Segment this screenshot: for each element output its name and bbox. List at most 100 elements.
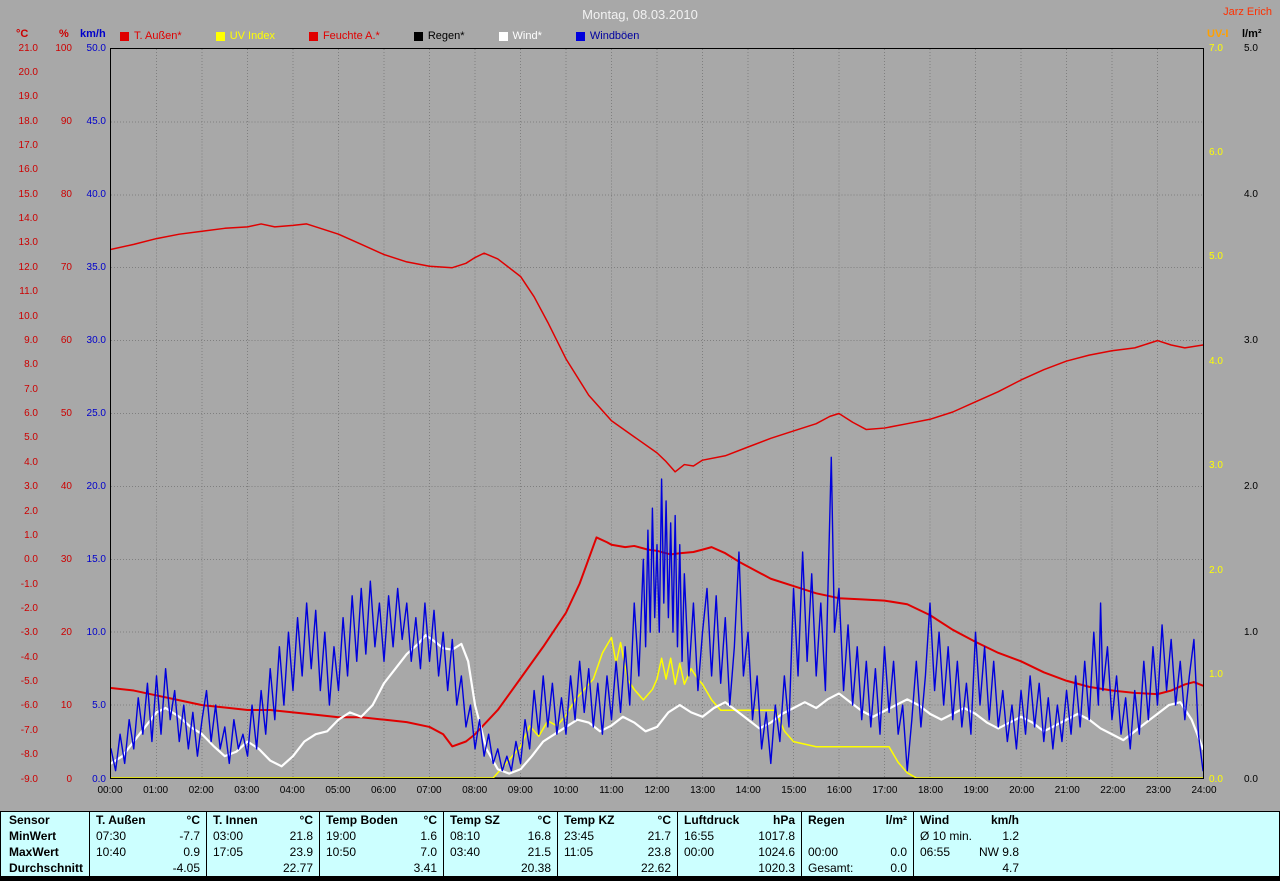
axis-tick: 18.0 bbox=[18, 115, 38, 127]
legend-label: Windböen bbox=[589, 30, 640, 42]
table-cell-regen-minwert bbox=[802, 828, 913, 844]
table-cell-t-aussen-maxwert: 10:40 0.9 bbox=[90, 844, 206, 860]
axis-tick: 20.0 bbox=[86, 481, 106, 493]
axis-tick: 35.0 bbox=[86, 261, 106, 273]
time-tick: 12:00 bbox=[644, 785, 670, 796]
series-feuchte-a bbox=[111, 223, 1203, 473]
axis-tick: 1.0 bbox=[1209, 669, 1223, 681]
cell-time: 06:55 bbox=[920, 845, 951, 859]
cell-value: 22.77 bbox=[282, 861, 313, 875]
table-cell-t-innen-durchschnitt: 22.77 bbox=[207, 860, 319, 876]
time-tick: 21:00 bbox=[1054, 785, 1080, 796]
axis-tick: 21.0 bbox=[18, 42, 38, 54]
axis-temperature-ticks: 21.0 20.0 19.0 18.0 17.0 16.0 15.0 14.0 13.0 12.0… bbox=[4, 43, 38, 785]
table-cell-t-innen-maxwert: 17:05 23.9 bbox=[207, 844, 319, 860]
sensor-name: Luftdruck bbox=[684, 813, 740, 827]
legend-label: T. Außen* bbox=[134, 30, 182, 42]
table-cell-regen-maxwert: 00:00 0.0 bbox=[802, 844, 913, 860]
legend-swatch-windboeen bbox=[575, 31, 585, 41]
legend-item-t-aussen: T. Außen* bbox=[120, 30, 182, 42]
axis-uv-ticks: 7.0 6.0 5.0 4.0 3.0 2.0 1.0 0.0 bbox=[1209, 43, 1239, 785]
time-tick: 13:00 bbox=[690, 785, 716, 796]
time-tick: 09:00 bbox=[507, 785, 533, 796]
time-tick: 19:00 bbox=[963, 785, 989, 796]
axis-tick: -7.0 bbox=[20, 724, 38, 736]
cell-time: 03:40 bbox=[450, 845, 481, 859]
series-uv-index bbox=[111, 636, 1203, 778]
axis-tick: 13.0 bbox=[18, 237, 38, 249]
axis-time-ticks: 00:00 01:00 02:00 03:00 04:00 05:00 06:00 07:00… bbox=[97, 785, 1216, 799]
axis-tick: 10.0 bbox=[18, 310, 38, 322]
axis-tick: 3.0 bbox=[24, 481, 38, 493]
time-tick: 05:00 bbox=[325, 785, 351, 796]
table-cell-temp-kz-minwert: 23:45 21.7 bbox=[558, 828, 677, 844]
axis-tick: 14.0 bbox=[18, 213, 38, 225]
axis-tick: 5.0 bbox=[1244, 42, 1258, 54]
cell-value: 21.7 bbox=[647, 829, 671, 843]
axis-tick: 4.0 bbox=[1244, 188, 1258, 200]
axis-tick: 25.0 bbox=[86, 408, 106, 419]
cell-value: 1.2 bbox=[1002, 829, 1019, 843]
time-tick: 17:00 bbox=[872, 785, 898, 796]
cell-time: 00:00 bbox=[808, 845, 839, 859]
table-col-header: Temp Boden °C bbox=[320, 812, 443, 828]
time-tick: 04:00 bbox=[279, 785, 305, 796]
sensor-name: T. Innen bbox=[213, 813, 258, 827]
axis-tick: 6.0 bbox=[1209, 146, 1223, 158]
unit-percent-label: % bbox=[59, 28, 69, 40]
time-tick: 03:00 bbox=[234, 785, 260, 796]
table-row-label: Durchschnitt bbox=[9, 861, 84, 875]
sensor-unit: °C bbox=[299, 813, 313, 827]
legend-swatch-wind bbox=[498, 31, 508, 41]
cell-value: 0.9 bbox=[183, 845, 200, 859]
axis-tick: 5.0 bbox=[24, 432, 38, 444]
table-col-header: T. Außen °C bbox=[90, 812, 206, 828]
axis-tick: 40.0 bbox=[86, 188, 106, 200]
cell-time: 08:10 bbox=[450, 829, 481, 843]
date-title: Montag, 08.03.2010 bbox=[582, 7, 698, 22]
time-tick: 01:00 bbox=[143, 785, 169, 796]
table-cell-temp-sz-maxwert: 03:40 21.5 bbox=[444, 844, 557, 860]
table-cell-wind-minwert: Ø 10 min. 1.2 bbox=[914, 828, 1025, 844]
time-tick: 00:00 bbox=[97, 785, 123, 796]
cell-value: 1017.8 bbox=[758, 829, 795, 843]
axis-tick: 8.0 bbox=[24, 359, 38, 371]
time-tick: 16:00 bbox=[826, 785, 852, 796]
axis-humidity-ticks: 100 90 80 70 60 50 40 30 20 10 0 bbox=[46, 43, 72, 785]
legend-label: Feuchte A.* bbox=[322, 30, 380, 42]
table-cell-temp-kz-durchschnitt: 22.62 bbox=[558, 860, 677, 876]
cell-value: 1.6 bbox=[420, 829, 437, 843]
cell-value: 23.9 bbox=[289, 845, 313, 859]
axis-tick: 6.0 bbox=[24, 408, 38, 419]
table-row-label: MinWert bbox=[9, 829, 57, 843]
axis-tick: 0.0 bbox=[1244, 773, 1258, 785]
table-row-label-column: Sensor MinWert MaxWert Durchschnitt bbox=[1, 812, 89, 876]
time-tick: 14:00 bbox=[735, 785, 761, 796]
axis-tick: 11.0 bbox=[19, 286, 38, 298]
table-col-header: Temp SZ °C bbox=[444, 812, 557, 828]
axis-tick: 0 bbox=[66, 773, 72, 785]
table-col-luftdruck: Luftdruck hPa 16:55 1017.8 00:00 1024.6 1020.3 bbox=[677, 812, 801, 876]
axis-tick: 2.0 bbox=[1209, 564, 1223, 576]
table-cell-wind-durchschnitt: 4.7 bbox=[914, 860, 1025, 876]
cell-value: 16.8 bbox=[527, 829, 551, 843]
axis-tick: 30 bbox=[60, 554, 72, 566]
table-col-wind: Wind km/h Ø 10 min. 1.2 06:55 NW 9.8 4.7 bbox=[913, 812, 1025, 876]
time-tick: 10:00 bbox=[553, 785, 579, 796]
time-tick: 07:00 bbox=[416, 785, 442, 796]
table-col-t-innen: T. Innen °C 03:00 21.8 17:05 23.9 22.77 bbox=[206, 812, 319, 876]
sensor-unit: °C bbox=[537, 813, 551, 827]
bottom-strip bbox=[0, 877, 1280, 881]
table-cell-temp-sz-durchschnitt: 20.38 bbox=[444, 860, 557, 876]
cell-value: 1020.3 bbox=[758, 861, 795, 875]
sensor-name: Wind bbox=[920, 813, 950, 827]
cell-time: 19:00 bbox=[326, 829, 357, 843]
time-tick: 08:00 bbox=[462, 785, 488, 796]
axis-tick: 80 bbox=[60, 188, 72, 200]
legend-label: UV Index bbox=[229, 30, 275, 42]
axis-tick: 60 bbox=[60, 334, 72, 346]
chart-plot-area bbox=[110, 48, 1204, 779]
cell-time: Ø 10 min. bbox=[920, 829, 973, 843]
legend-swatch-feuchte-a bbox=[308, 31, 318, 41]
unit-lm2-label: l/m² bbox=[1242, 28, 1262, 40]
